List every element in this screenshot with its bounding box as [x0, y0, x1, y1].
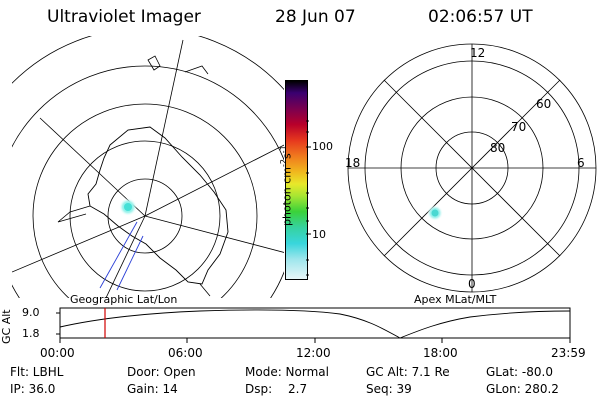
mlt-label-12: 12 [470, 46, 486, 60]
mlt-label-0: 0 [468, 277, 476, 291]
mlt-label-6: 6 [577, 156, 585, 170]
glat-field: GLat: -80.0 [486, 365, 553, 379]
xtick-1800: 18:00 [423, 346, 458, 360]
altitude-axis-label: GC Alt [0, 309, 13, 344]
unit-base: photon cm [280, 167, 294, 226]
ip-field: IP: 36.0 [10, 382, 56, 396]
mlat-label-80: 80 [490, 141, 506, 155]
mode-field: Mode: Normal [245, 365, 329, 379]
colorbar-unit-label: photon cm-2s-1 [266, 145, 307, 240]
apex-label: Apex MLat/MLT [414, 293, 497, 306]
colorbar-tick-10: 10 [312, 228, 326, 241]
unit-exp: -2 [279, 159, 288, 168]
xtick-0600: 06:00 [168, 346, 203, 360]
mlat-label-70: 70 [511, 120, 527, 134]
dsp-value: 2.7 [288, 382, 308, 396]
flt-field: Flt: LBHL [10, 365, 64, 379]
geographic-label: Geographic Lat/Lon [70, 293, 178, 306]
time-label: 02:06:57 UT [428, 7, 533, 27]
unit-exp2: -1 [279, 145, 288, 154]
xtick-2359: 23:59 [551, 346, 586, 360]
colorbar [285, 80, 308, 280]
altitude-timeline [56, 307, 571, 343]
colorbar-tick-100: 100 [312, 140, 333, 153]
geographic-map [12, 36, 284, 298]
xtick-0000: 00:00 [40, 346, 75, 360]
mlt-label-18: 18 [345, 156, 361, 170]
ytick-9: 9.0 [22, 306, 40, 319]
colorbar-ticks [306, 120, 311, 276]
glon-field: GLon: 280.2 [486, 382, 559, 396]
unit-s: s [280, 153, 294, 160]
door-field: Door: Open [127, 365, 196, 379]
gc-alt-field: GC Alt: 7.1 Re [366, 365, 450, 379]
ytick-1-8: 1.8 [22, 327, 40, 340]
instrument-title: Ultraviolet Imager [47, 7, 201, 27]
apex-polar-plot [347, 43, 597, 293]
gain-field: Gain: 14 [127, 382, 178, 396]
dsp-label: Dsp: [245, 382, 273, 396]
xtick-1200: 12:00 [296, 346, 331, 360]
mlat-label-60: 60 [536, 97, 552, 111]
seq-field: Seq: 39 [366, 382, 412, 396]
date-label: 28 Jun 07 [275, 7, 356, 27]
